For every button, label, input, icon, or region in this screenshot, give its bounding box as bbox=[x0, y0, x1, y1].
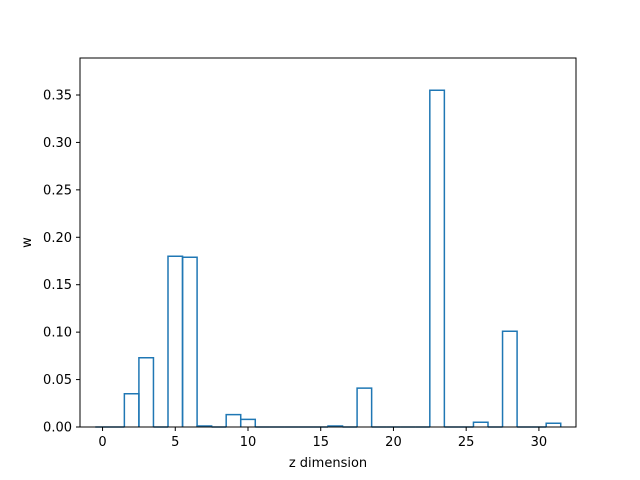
y-tick-label: 0.05 bbox=[43, 373, 72, 388]
histogram-bin bbox=[429, 89, 446, 427]
axes-frame bbox=[79, 57, 577, 428]
x-tick-label: 10 bbox=[240, 435, 257, 450]
y-tick-label: 0.15 bbox=[43, 278, 72, 293]
histogram-bin bbox=[138, 357, 155, 427]
y-axis-label: w bbox=[20, 237, 35, 248]
y-tick-label: 0.35 bbox=[43, 88, 72, 103]
y-tick-label: 0.10 bbox=[43, 326, 72, 341]
y-tick-label: 0.30 bbox=[43, 136, 72, 151]
x-axis: 0 5 10 15 20 25 30 bbox=[98, 427, 547, 450]
x-tick-label: 20 bbox=[385, 435, 402, 450]
y-axis: 0.00 0.05 0.10 0.15 0.20 0.25 0.30 0.35 bbox=[43, 88, 80, 436]
y-tick-label: 0.25 bbox=[43, 183, 72, 198]
histogram-bin bbox=[501, 330, 518, 427]
histogram-bin bbox=[239, 418, 257, 427]
histogram-bin bbox=[472, 421, 489, 427]
x-tick-label: 5 bbox=[171, 435, 179, 450]
x-tick-label: 25 bbox=[458, 435, 475, 450]
x-axis-label: z dimension bbox=[289, 456, 367, 471]
histogram-bin bbox=[356, 387, 373, 427]
y-tick-label: 0.00 bbox=[43, 421, 72, 436]
histogram-bin bbox=[181, 256, 198, 427]
x-tick-label: 0 bbox=[98, 435, 106, 450]
x-tick-label: 15 bbox=[312, 435, 329, 450]
y-tick-label: 0.20 bbox=[43, 231, 72, 246]
x-tick-label: 30 bbox=[531, 435, 548, 450]
histogram-bin bbox=[545, 422, 562, 427]
